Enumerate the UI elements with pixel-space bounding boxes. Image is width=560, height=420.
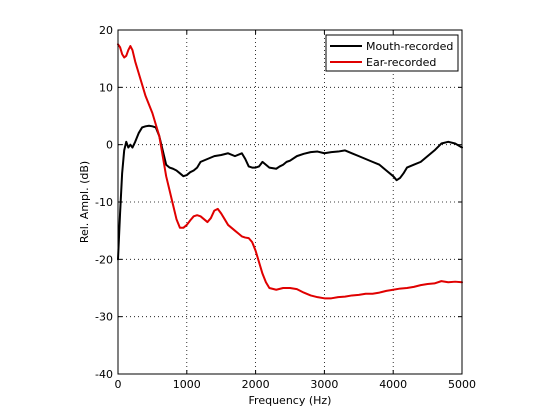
y-tick-label: -10 [95,196,113,209]
series-line-ear-recorded [117,43,463,300]
x-tick-label: 0 [115,378,122,391]
legend-box [325,34,459,72]
legend: Mouth-recorded Ear-recorded [325,34,459,72]
y-tick-labels: -40 -30 -20 -10 0 10 20 [95,24,113,381]
y-tick-label: 20 [99,24,113,37]
x-tick-label: 5000 [448,378,476,391]
x-tick-label: 4000 [379,378,407,391]
series-line-mouth-recorded [117,124,463,261]
y-tick-label: -30 [95,311,113,324]
grid-lines [118,30,462,374]
y-axis-label: Rel. Ampl. (dB) [78,161,91,243]
y-tick-label: -40 [95,368,113,381]
x-tick-labels: 0 1000 2000 3000 4000 5000 [115,378,477,391]
y-tick-label: 0 [106,139,113,152]
y-tick-label: 10 [99,81,113,94]
x-tick-label: 3000 [310,378,338,391]
legend-label: Mouth-recorded [366,40,453,53]
axis-ticks [117,29,463,375]
x-tick-label: 1000 [173,378,201,391]
y-tick-label: -20 [95,253,113,266]
x-axis-label: Frequency (Hz) [249,394,332,407]
x-tick-label: 2000 [242,378,270,391]
series-layer [117,43,463,300]
legend-label: Ear-recorded [366,56,436,69]
